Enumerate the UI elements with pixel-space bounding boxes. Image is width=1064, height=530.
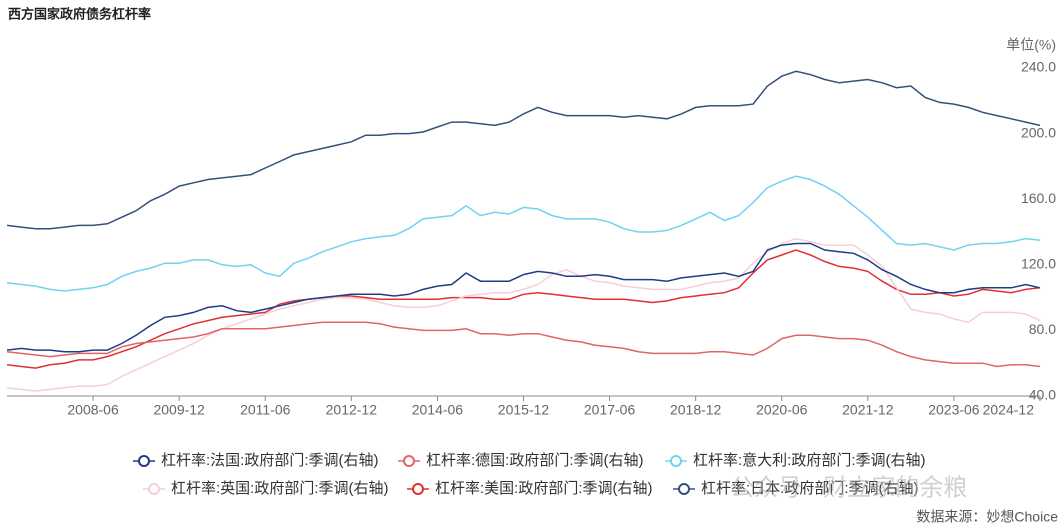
legend-marker — [670, 455, 682, 467]
chart-title: 西方国家政府债务杠杆率 — [8, 6, 151, 21]
x-tick-label: 2018-12 — [670, 402, 722, 418]
y-tick-label: 240.0 — [1021, 59, 1056, 75]
x-tick-label: 2011-06 — [240, 402, 291, 418]
legend-marker — [148, 483, 160, 495]
x-tick-label: 2012-12 — [326, 402, 378, 418]
legend-marker — [412, 483, 424, 495]
y-tick-label: 40.0 — [1029, 387, 1056, 403]
legend-marker — [138, 455, 150, 467]
x-tick-label: 2009-12 — [153, 402, 205, 418]
series-line — [6, 175, 1041, 292]
series-line — [6, 237, 1041, 392]
legend-label: 杠杆率:意大利:政府部门:季调(右轴) — [693, 451, 926, 469]
legend-marker — [403, 455, 415, 467]
y-tick-label: 80.0 — [1029, 321, 1056, 337]
x-tick-label: 2014-06 — [412, 402, 464, 418]
watermark: 公众号 · 财立家的余粮 — [730, 474, 967, 501]
legend-label: 杠杆率:英国:政府部门:季调(右轴) — [171, 479, 389, 497]
legend-label: 杠杆率:德国:政府部门:季调(右轴) — [426, 451, 644, 469]
x-tick-label: 2021-12 — [842, 402, 894, 418]
y-tick-label: 120.0 — [1021, 256, 1056, 272]
x-tick-label: 2008-06 — [67, 402, 119, 418]
y-axis-label: 单位(%) — [1006, 37, 1056, 53]
x-tick-label: 2020-06 — [756, 402, 808, 418]
x-tick-label: 2015-12 — [498, 402, 550, 418]
series-line — [6, 242, 1041, 353]
series-line — [6, 70, 1041, 230]
series-line — [6, 249, 1041, 369]
legend-label: 杠杆率:美国:政府部门:季调(右轴) — [435, 480, 653, 497]
legend-marker — [678, 483, 690, 495]
source: 数据来源：妙想Choice — [916, 509, 1058, 525]
legend-label: 杠杆率:法国:政府部门:季调(右轴) — [161, 452, 379, 469]
x-tick-label: 2023-06 — [928, 402, 980, 418]
x-tick-label: 2024-12 — [983, 402, 1035, 418]
legend-label: 杠杆率:日本:政府部门:季调(右轴) — [701, 480, 919, 497]
y-tick-label: 200.0 — [1021, 124, 1056, 140]
series-line — [6, 321, 1041, 368]
x-tick-label: 2017-06 — [584, 402, 636, 418]
y-tick-label: 160.0 — [1021, 190, 1056, 206]
